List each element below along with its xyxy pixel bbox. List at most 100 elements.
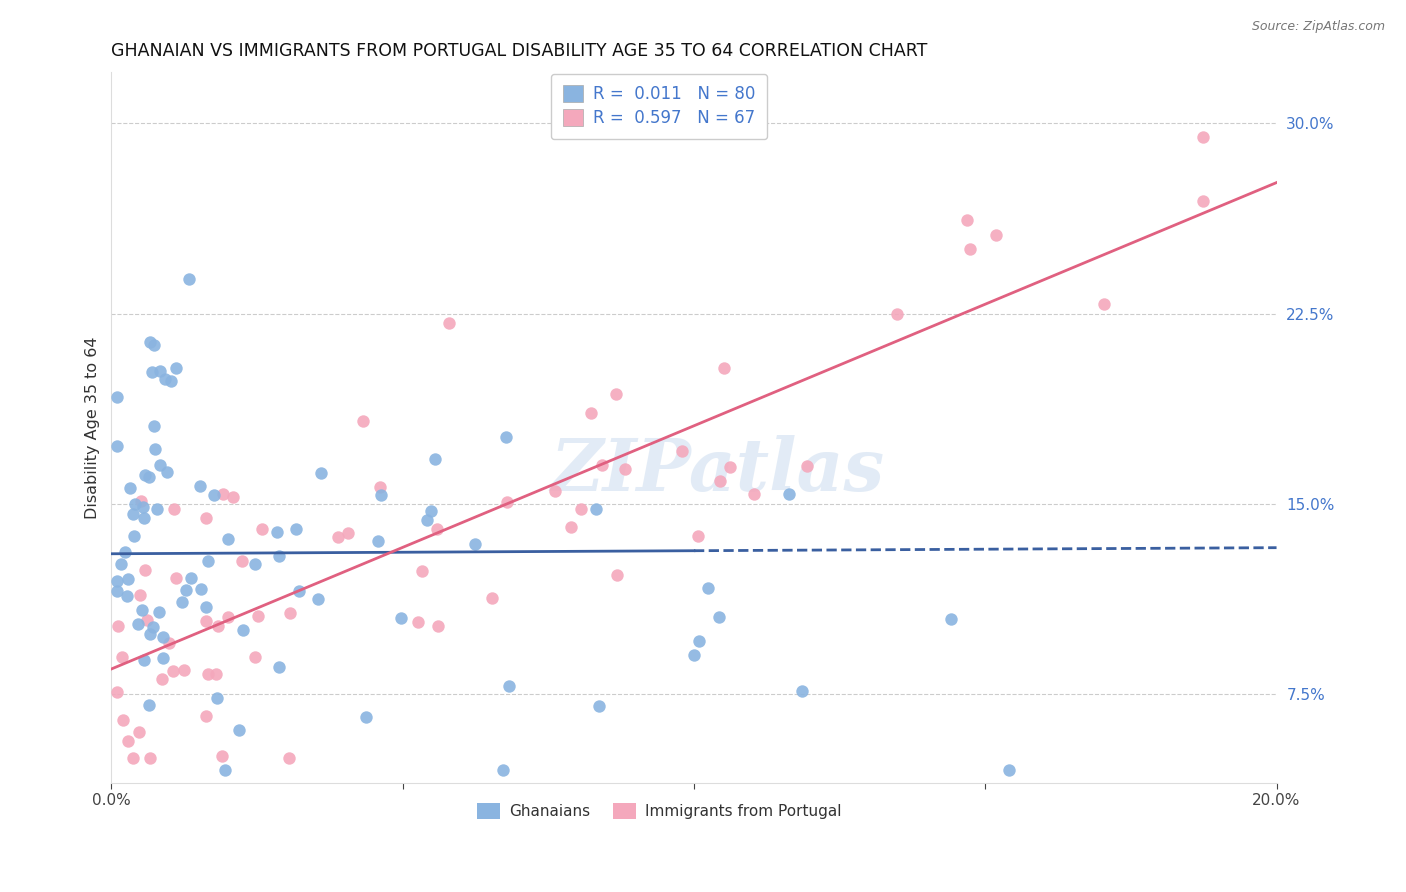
Point	[146, 502, 169, 516]
Point	[956, 213, 979, 227]
Point	[688, 634, 710, 648]
Point	[110, 649, 132, 664]
Point	[585, 502, 607, 516]
Point	[214, 764, 236, 778]
Point	[163, 501, 186, 516]
Point	[132, 500, 155, 514]
Point	[495, 430, 517, 444]
Point	[287, 584, 309, 599]
Point	[423, 452, 446, 467]
Point	[709, 610, 731, 624]
Point	[195, 614, 218, 628]
Point	[127, 617, 149, 632]
Point	[614, 462, 637, 476]
Point	[792, 684, 814, 698]
Point	[148, 605, 170, 619]
Point	[1191, 129, 1213, 144]
Point	[114, 545, 136, 559]
Point	[194, 599, 217, 614]
Point	[190, 582, 212, 596]
Point	[194, 709, 217, 723]
Point	[217, 532, 239, 546]
Point	[426, 619, 449, 633]
Point	[117, 733, 139, 747]
Point	[686, 529, 709, 543]
Point	[165, 361, 187, 376]
Point	[197, 554, 219, 568]
Point	[149, 458, 172, 472]
Point	[195, 511, 218, 525]
Point	[579, 406, 602, 420]
Point	[778, 487, 800, 501]
Point	[152, 650, 174, 665]
Point	[124, 497, 146, 511]
Point	[406, 615, 429, 630]
Point	[307, 591, 329, 606]
Point	[389, 611, 412, 625]
Point	[152, 630, 174, 644]
Point	[426, 522, 449, 536]
Point	[588, 699, 610, 714]
Point	[496, 495, 519, 509]
Point	[141, 365, 163, 379]
Point	[250, 522, 273, 536]
Point	[129, 588, 152, 602]
Point	[605, 387, 627, 401]
Point	[498, 679, 520, 693]
Point	[162, 665, 184, 679]
Point	[796, 459, 818, 474]
Point	[110, 557, 132, 571]
Point	[105, 584, 128, 599]
Point	[959, 242, 981, 256]
Point	[718, 460, 741, 475]
Point	[742, 487, 765, 501]
Point	[111, 713, 134, 727]
Point	[105, 390, 128, 404]
Point	[228, 723, 250, 738]
Point	[188, 478, 211, 492]
Point	[370, 488, 392, 502]
Point	[697, 581, 720, 595]
Point	[145, 442, 167, 456]
Point	[269, 660, 291, 674]
Point	[278, 750, 301, 764]
Point	[569, 501, 592, 516]
Point	[411, 564, 433, 578]
Point	[481, 591, 503, 605]
Point	[176, 582, 198, 597]
Point	[207, 619, 229, 633]
Point	[309, 466, 332, 480]
Point	[105, 685, 128, 699]
Point	[105, 439, 128, 453]
Point	[117, 590, 139, 604]
Point	[157, 636, 180, 650]
Point	[464, 537, 486, 551]
Point	[122, 507, 145, 521]
Point	[155, 372, 177, 386]
Point	[207, 691, 229, 706]
Point	[709, 474, 731, 488]
Point	[134, 467, 156, 482]
Point	[671, 444, 693, 458]
Point	[419, 503, 441, 517]
Point	[1092, 297, 1115, 311]
Point	[492, 764, 515, 778]
Point	[352, 414, 374, 428]
Point	[138, 698, 160, 712]
Point	[606, 567, 628, 582]
Point	[143, 419, 166, 434]
Point	[139, 750, 162, 764]
Point	[232, 623, 254, 637]
Point	[280, 607, 302, 621]
Point	[328, 530, 350, 544]
Point	[204, 667, 226, 681]
Point	[560, 520, 582, 534]
Point	[197, 666, 219, 681]
Point	[138, 470, 160, 484]
Point	[142, 619, 165, 633]
Point	[142, 338, 165, 352]
Point	[683, 648, 706, 662]
Point	[984, 228, 1007, 243]
Point	[180, 571, 202, 585]
Point	[122, 750, 145, 764]
